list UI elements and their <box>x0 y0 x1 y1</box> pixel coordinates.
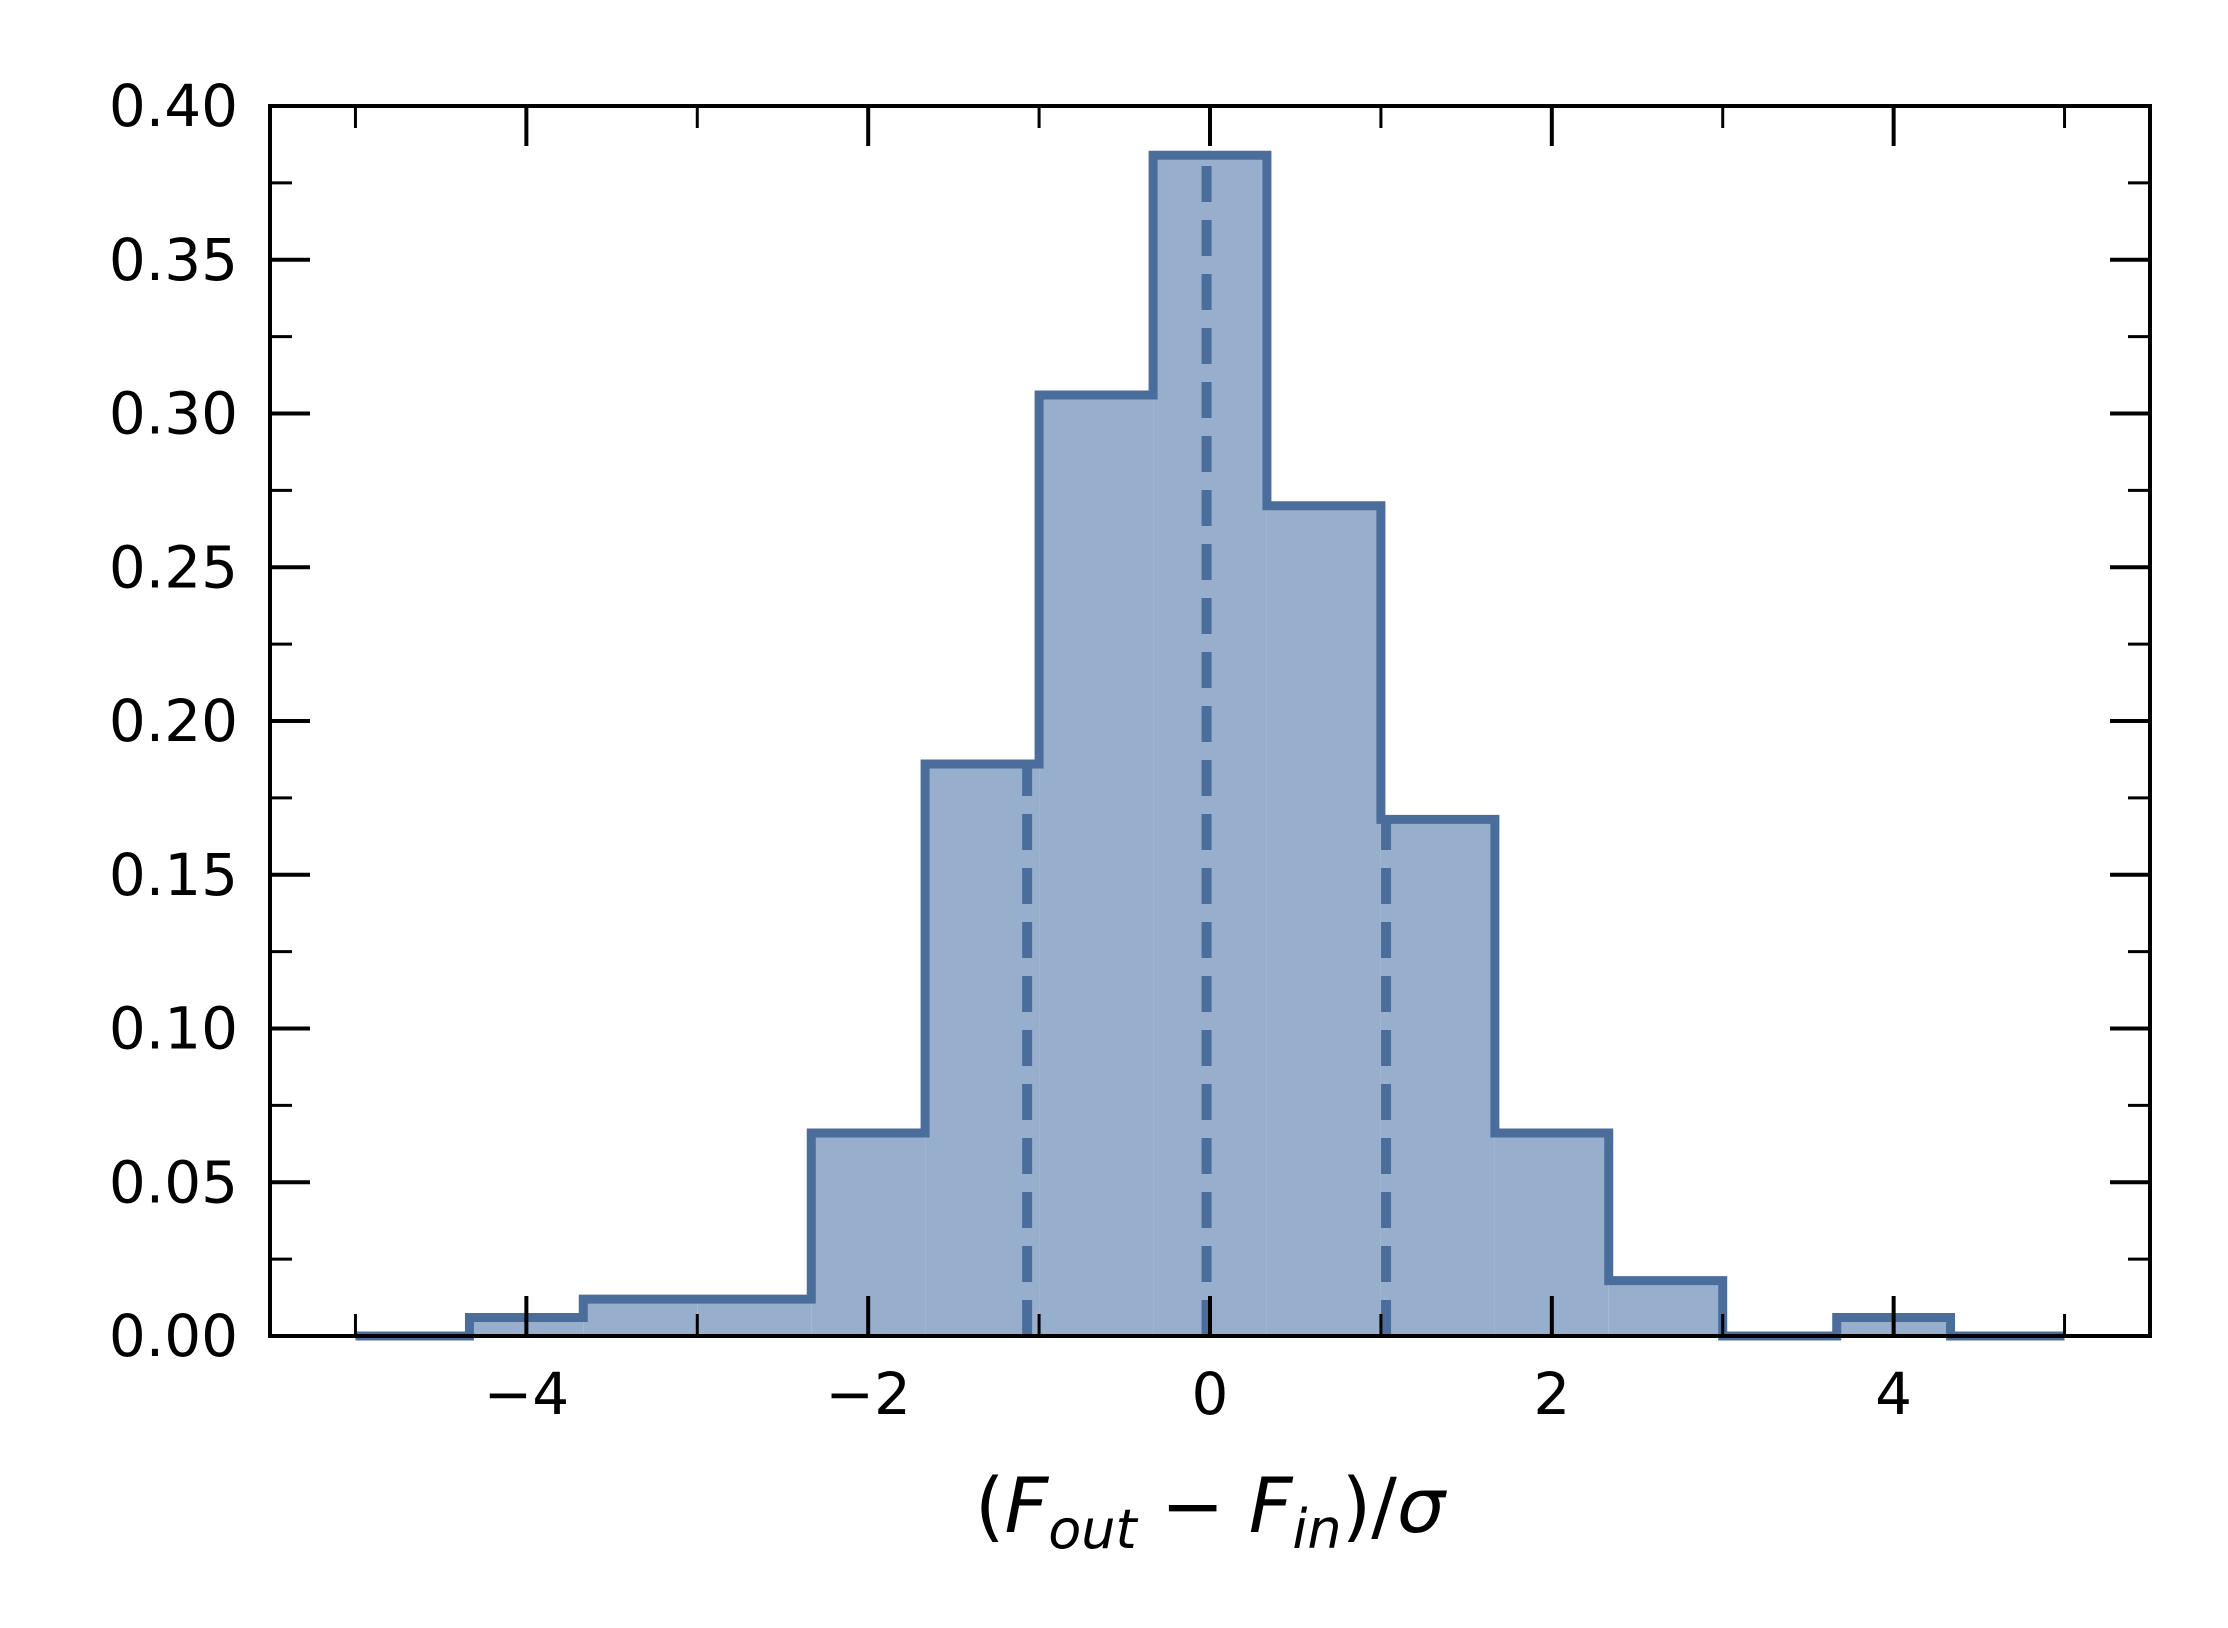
x-axis-label-open: ( <box>975 1461 1005 1550</box>
y-tick-label: 0.25 <box>109 533 238 601</box>
y-tick-label: 0.10 <box>109 995 238 1063</box>
axis-ticks <box>270 104 2150 1338</box>
y-tick-label: 0.15 <box>109 841 238 909</box>
histogram-bar <box>697 1299 812 1336</box>
y-tick-label: 0.40 <box>109 72 238 140</box>
histogram-bar <box>925 764 1040 1336</box>
x-tick-label: 4 <box>1875 1360 1912 1428</box>
histogram-bar <box>1039 395 1154 1336</box>
x-axis-label-close: )/ <box>1342 1461 1398 1550</box>
x-axis-label-f1: F <box>1005 1461 1050 1550</box>
x-axis-label-f2: F <box>1249 1461 1294 1550</box>
x-axis-label-sub-in: in <box>1292 1498 1341 1561</box>
histogram-bar <box>1380 819 1495 1336</box>
x-axis-label-sigma: σ <box>1397 1461 1448 1550</box>
histogram-bar <box>1266 505 1381 1336</box>
tick-labels: −4 −2 0 2 4 0.00 0.05 0.10 0.15 0.20 0.25 0.30 0.35 0… <box>109 72 1912 1428</box>
x-axis-label-sub-out: out <box>1048 1498 1138 1561</box>
x-axis-label: (Fout − Fin)/σ <box>975 1461 1448 1561</box>
y-tick-label: 0.35 <box>109 226 238 294</box>
x-tick-label: −4 <box>484 1360 570 1428</box>
y-tick-label: 0.05 <box>109 1148 238 1216</box>
histogram-bars <box>355 150 2065 1341</box>
histogram-bar <box>1608 1280 1723 1336</box>
x-tick-label: 2 <box>1533 1360 1570 1428</box>
y-tick-label: 0.30 <box>109 380 238 448</box>
y-tick-label: 0.20 <box>109 687 238 755</box>
x-tick-label: −2 <box>825 1360 911 1428</box>
histogram-bar <box>583 1299 698 1336</box>
x-axis-label-minus: − <box>1137 1461 1249 1550</box>
x-tick-label: 0 <box>1192 1360 1229 1428</box>
y-tick-label: 0.00 <box>109 1302 238 1370</box>
dashed-reference-lines <box>1022 155 1392 1336</box>
